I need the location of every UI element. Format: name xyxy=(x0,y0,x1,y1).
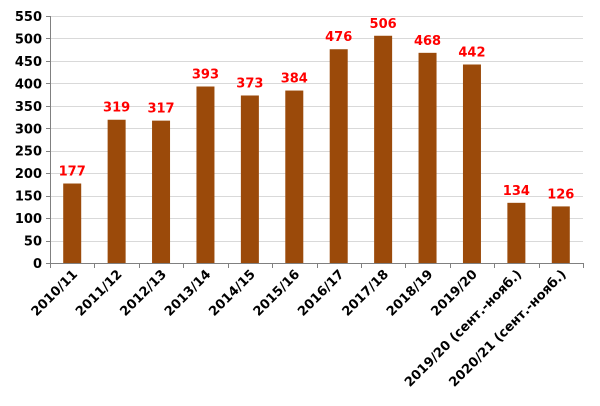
bar-2019-20- xyxy=(507,202,526,263)
x-tick-label: 2017/18 xyxy=(340,267,392,319)
data-label: 373 xyxy=(236,76,263,91)
data-label: 468 xyxy=(414,34,441,49)
bar-2019-20 xyxy=(462,64,481,263)
x-tick-label: 2018/19 xyxy=(384,267,436,319)
x-tick-labels: 2010/112011/122012/132013/142014/152015/… xyxy=(29,267,570,390)
data-label: 319 xyxy=(103,101,130,116)
gridlines xyxy=(50,16,583,242)
y-tick-label: 0 xyxy=(33,257,42,272)
data-label: 442 xyxy=(458,46,485,61)
bar-2014-15 xyxy=(240,95,259,263)
data-labels: 177 319 317 393 373 384 476 506 468 442 134 126 xyxy=(59,17,575,203)
y-tick-label: 50 xyxy=(24,235,42,250)
bar-2011-12 xyxy=(107,119,126,264)
axes xyxy=(46,16,584,268)
y-tick-label: 450 xyxy=(15,55,42,70)
bar-2017-18 xyxy=(374,35,393,264)
data-label: 506 xyxy=(370,17,397,32)
x-tick-label: 2016/17 xyxy=(295,267,347,319)
y-tick-label: 150 xyxy=(15,190,42,205)
y-tick-label: 350 xyxy=(15,100,42,115)
data-label: 476 xyxy=(325,30,352,45)
y-tick-label: 550 xyxy=(15,10,42,25)
x-tick-label: 2015/16 xyxy=(251,267,303,319)
bar-2020-21- xyxy=(551,206,570,263)
x-tick-label: 2014/15 xyxy=(206,267,258,319)
x-tick-label: 2013/14 xyxy=(162,267,214,319)
y-tick-label: 200 xyxy=(15,167,42,182)
bar-2013-14 xyxy=(196,86,215,264)
bar-2012-13 xyxy=(152,120,171,263)
bars xyxy=(63,35,570,264)
x-tick-label: 2012/13 xyxy=(118,267,170,319)
data-label: 126 xyxy=(547,187,574,202)
y-tick-labels: 0 50 100 150 200 250 300 350 400 450 500 550 xyxy=(15,10,42,272)
bar-2016-17 xyxy=(329,49,348,263)
data-label: 177 xyxy=(59,165,86,180)
data-label: 384 xyxy=(281,72,308,87)
data-label: 134 xyxy=(503,184,530,199)
y-tick-label: 300 xyxy=(15,122,42,137)
bar-2015-16 xyxy=(285,90,304,263)
data-label: 317 xyxy=(147,102,174,117)
y-tick-label: 250 xyxy=(15,145,42,160)
y-tick-label: 100 xyxy=(15,212,42,227)
x-tick-label: 2011/12 xyxy=(73,267,125,319)
data-label: 393 xyxy=(192,68,219,83)
y-tick-label: 500 xyxy=(15,32,42,47)
y-tick-label: 400 xyxy=(15,77,42,92)
bar-2010-11 xyxy=(63,183,82,263)
x-tick-label: 2010/11 xyxy=(29,267,81,319)
bar-2018-19 xyxy=(418,52,437,263)
